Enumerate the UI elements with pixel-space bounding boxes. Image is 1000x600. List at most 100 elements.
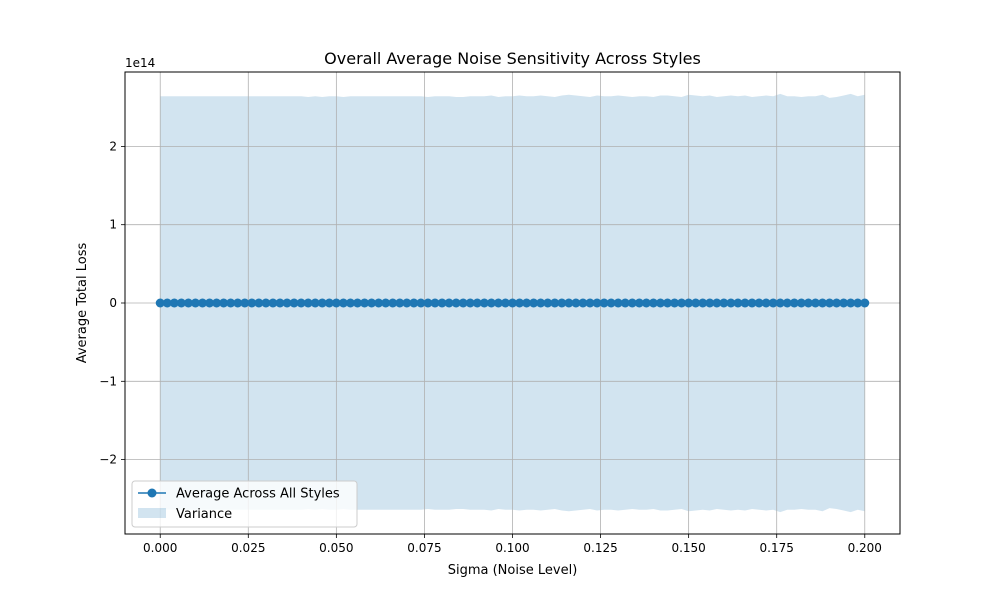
average-point <box>529 298 539 308</box>
average-point <box>162 298 172 308</box>
average-point <box>677 298 687 308</box>
average-point <box>853 298 863 308</box>
average-point <box>571 298 581 308</box>
y-tick-label: 0 <box>109 296 117 310</box>
average-point <box>536 298 546 308</box>
average-point <box>641 298 651 308</box>
average-point <box>289 298 299 308</box>
y-tick-label: 2 <box>109 139 117 153</box>
average-point <box>395 298 405 308</box>
average-point <box>444 298 454 308</box>
x-axis-label: Sigma (Noise Level) <box>448 563 578 578</box>
average-point <box>691 298 701 308</box>
average-point <box>176 298 186 308</box>
average-point <box>479 298 489 308</box>
y-axis-ticks: −2 −1 0 1 2 <box>99 139 125 467</box>
average-point <box>296 298 306 308</box>
average-point <box>825 298 835 308</box>
average-point <box>437 298 447 308</box>
y-tick-label: 1 <box>109 218 117 232</box>
legend: Average Across All Styles Variance <box>131 480 358 528</box>
average-point <box>620 298 630 308</box>
average-point <box>226 298 236 308</box>
average-point <box>205 298 215 308</box>
average-point <box>839 298 849 308</box>
average-point <box>353 298 362 308</box>
average-point <box>423 298 433 308</box>
average-point <box>860 298 870 308</box>
average-point <box>796 298 806 308</box>
average-point <box>451 298 461 308</box>
average-point <box>592 298 602 308</box>
average-point <box>493 298 503 308</box>
average-point <box>472 298 482 308</box>
average-point <box>515 298 525 308</box>
average-point <box>578 298 588 308</box>
average-point <box>261 298 271 308</box>
legend-band-swatch <box>138 508 166 518</box>
x-tick-label: 0.050 <box>319 541 353 555</box>
average-point <box>557 298 567 308</box>
y-axis-label: Average Total Loss <box>75 243 90 364</box>
y-offset-label: 1e14 <box>125 56 155 70</box>
average-point <box>803 298 813 308</box>
average-line-layer <box>155 298 870 308</box>
average-point <box>338 298 348 308</box>
x-tick-label: 0.100 <box>495 541 529 555</box>
average-point <box>430 298 440 308</box>
average-point <box>219 298 229 308</box>
average-point <box>247 298 257 308</box>
average-point <box>303 298 313 308</box>
average-point <box>275 298 285 308</box>
average-point <box>627 298 637 308</box>
x-axis-ticks: 0.000 0.025 0.050 0.075 0.100 0.125 0.150 0.175… <box>143 534 882 555</box>
average-point <box>818 298 827 308</box>
x-tick-label: 0.000 <box>143 541 177 555</box>
average-point <box>832 298 842 308</box>
average-point <box>465 298 475 308</box>
average-point <box>374 298 384 308</box>
average-point <box>846 298 856 308</box>
average-point <box>486 298 496 308</box>
average-point <box>409 298 419 308</box>
average-point <box>550 298 560 308</box>
average-point <box>183 298 193 308</box>
x-tick-label: 0.200 <box>848 541 882 555</box>
average-point <box>698 298 708 308</box>
average-point <box>733 298 743 308</box>
average-point <box>670 298 680 308</box>
chart-title: Overall Average Noise Sensitivity Across… <box>324 49 701 68</box>
average-point <box>254 298 264 308</box>
average-point <box>508 298 517 308</box>
average-point <box>782 298 792 308</box>
average-point <box>331 298 341 308</box>
average-point <box>416 298 426 308</box>
average-point <box>606 298 616 308</box>
average-point <box>233 298 243 308</box>
x-tick-label: 0.075 <box>407 541 441 555</box>
average-point <box>458 298 468 308</box>
average-point <box>522 298 532 308</box>
legend-marker-swatch <box>147 488 157 498</box>
legend-label-variance: Variance <box>176 507 232 522</box>
average-point <box>754 298 764 308</box>
average-point <box>564 298 574 308</box>
average-point <box>388 298 398 308</box>
average-point <box>169 298 179 308</box>
average-point <box>500 298 510 308</box>
average-point <box>324 298 334 308</box>
average-point <box>240 298 250 308</box>
y-tick-label: −2 <box>99 453 117 467</box>
average-point <box>775 298 785 308</box>
average-point <box>719 298 729 308</box>
average-point <box>282 298 292 308</box>
average-point <box>367 298 377 308</box>
average-point <box>634 298 644 308</box>
average-point <box>381 298 391 308</box>
average-point <box>268 298 278 308</box>
average-point <box>648 298 658 308</box>
average-point <box>712 298 722 308</box>
x-tick-label: 0.175 <box>760 541 794 555</box>
